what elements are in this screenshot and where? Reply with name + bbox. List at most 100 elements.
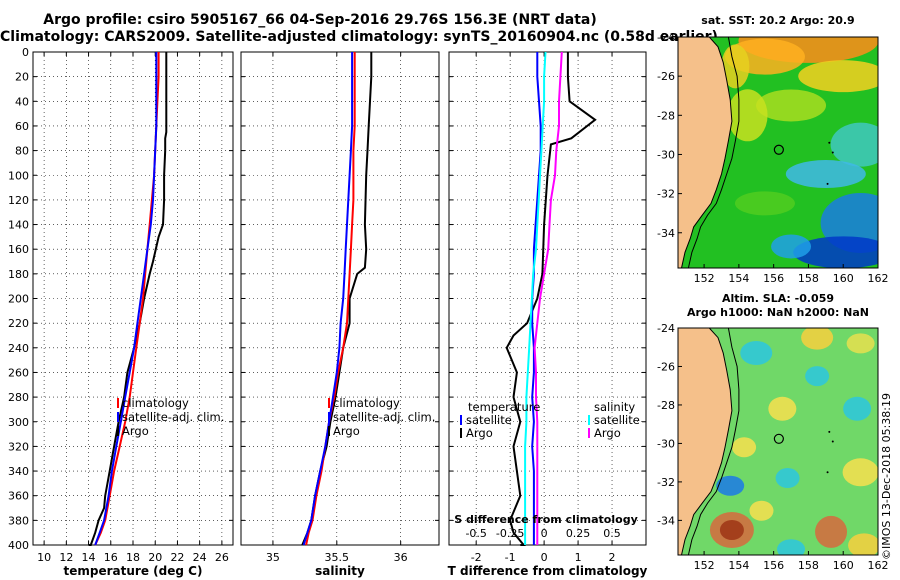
map-x-tick-label: 152 [694,559,715,572]
sla-field-patch [775,468,800,489]
depth-tick-label: 100 [8,169,29,182]
land-mass [678,37,733,268]
sla-field-patch [842,458,878,487]
x-tick-label: 10 [37,551,51,564]
map-frame [677,36,879,269]
x-axis-label: temperature (deg C) [64,564,203,578]
sst-field-patch [830,122,878,167]
land-mass [678,328,733,555]
series-line-argo [301,52,373,546]
sla-field-patch [777,539,806,555]
map-y-tick-label: -28 [657,399,675,412]
depth-tick-label: 280 [8,391,29,404]
island [831,440,834,443]
map-x-tick-label: 162 [868,559,889,572]
s-tick-label: -0.25 [496,527,524,540]
sla-field-patch [815,515,848,548]
depth-tick-label: 380 [8,514,29,527]
x-tick-label: 18 [126,551,140,564]
sla-field-patch [749,500,774,521]
depth-tick-label: 120 [8,194,29,207]
depth-tick-label: 180 [8,268,29,281]
depth-tick-label: 140 [8,219,29,232]
argo-location-marker [773,144,784,155]
shelf-contour [687,328,740,555]
sst-field-patch [771,234,812,259]
sst-field-patch [756,89,827,122]
legend-label: satellite [594,413,640,427]
map-y-tick-label: -28 [657,109,675,122]
legend-label: satellite-adj. clim. [333,410,435,424]
map-x-tick-label: 162 [868,272,889,285]
profile-panel-2: -2 -1 0 1 2T difference from climatology -0.5… [448,51,648,578]
sst-field-patch [727,89,768,142]
imos-credit: ©IMOS 13-Dec-2018 05:38:19 [880,393,893,560]
x-tick-label: 22 [170,551,184,564]
panel-frame [240,51,440,546]
s-tick-label: 0.5 [603,527,621,540]
sla-field-patch [846,333,875,354]
series-line-climatology [305,52,356,546]
map-x-tick-label: 156 [763,559,784,572]
sla-field-patch [805,366,830,387]
sla-field-patch [740,341,773,366]
depth-tick-label: 400 [8,539,29,552]
map-x-tick-label: 152 [694,272,715,285]
map-y-tick-label: -30 [657,437,675,450]
s-tick-label: 0.25 [566,527,591,540]
series-line-satellite-s-diff [524,51,547,545]
sst-field-patch [793,236,878,268]
x-axis-label: salinity [315,564,365,578]
series-line-argo-s-diff [533,51,563,545]
depth-tick-label: 200 [8,293,29,306]
figure-title-line1: Argo profile: csiro 5905167_66 04-Sep-20… [43,12,597,28]
sst-field-patch [734,191,795,216]
map-frame [677,327,879,556]
island [828,141,831,144]
map-x-tick-label: 158 [798,559,819,572]
series-line-argo-t-diff [505,52,597,546]
sla-map: 152 154 156 158 160 162 -24 -26 -28 -30 -32 -34 [657,322,888,572]
sst-field-patch [785,160,866,189]
x-tick-label: 24 [193,551,207,564]
sla-field-patch [843,396,872,421]
map-y-tick-label: -34 [657,514,675,527]
argo-location-marker [773,433,784,444]
depth-tick-label: 40 [15,95,29,108]
series-line-argo [88,52,168,546]
x-tick-label: 12 [59,551,73,564]
map-y-tick-label: -24 [657,322,675,335]
profile-panel-1: 35 35.5 36 salinity climatologysatellite-adj… [240,51,440,578]
depth-tick-label: 320 [8,440,29,453]
map-y-tick-label: -32 [657,188,675,201]
depth-tick-label: 260 [8,366,29,379]
island [828,430,831,433]
island [826,182,829,185]
sst-map-title: sat. SST: 20.2 Argo: 20.9 [701,14,855,27]
x-tick-label: 35.5 [325,551,350,564]
depth-tick-label: 220 [8,317,29,330]
sst-field-patch [798,60,878,93]
x-tick-label: -2 [471,551,482,564]
x-tick-label: 16 [104,551,118,564]
sst-map: 152 154 156 158 160 162 -24 -26 -28 -30 -32 -34 [657,31,889,285]
sla-field-patch [719,519,744,540]
sla-field-patch [716,475,745,496]
x-tick-label: 20 [148,551,162,564]
map-x-tick-label: 160 [833,559,854,572]
depth-tick-label: 20 [15,71,29,84]
depth-tick-label: 340 [8,465,29,478]
x-tick-label: 35 [266,551,280,564]
x-tick-label: 26 [215,551,229,564]
s-tick-label: -0.5 [465,527,486,540]
map-x-tick-label: 160 [833,272,854,285]
island [831,151,834,154]
shelf-contour [687,37,740,268]
depth-tick-label: 240 [8,342,29,355]
x-tick-label: 0 [541,551,548,564]
map-y-tick-label: -26 [657,360,675,373]
legend-label: satellite [466,413,512,427]
panel-frame [448,51,647,546]
x-tick-label: 36 [394,551,408,564]
